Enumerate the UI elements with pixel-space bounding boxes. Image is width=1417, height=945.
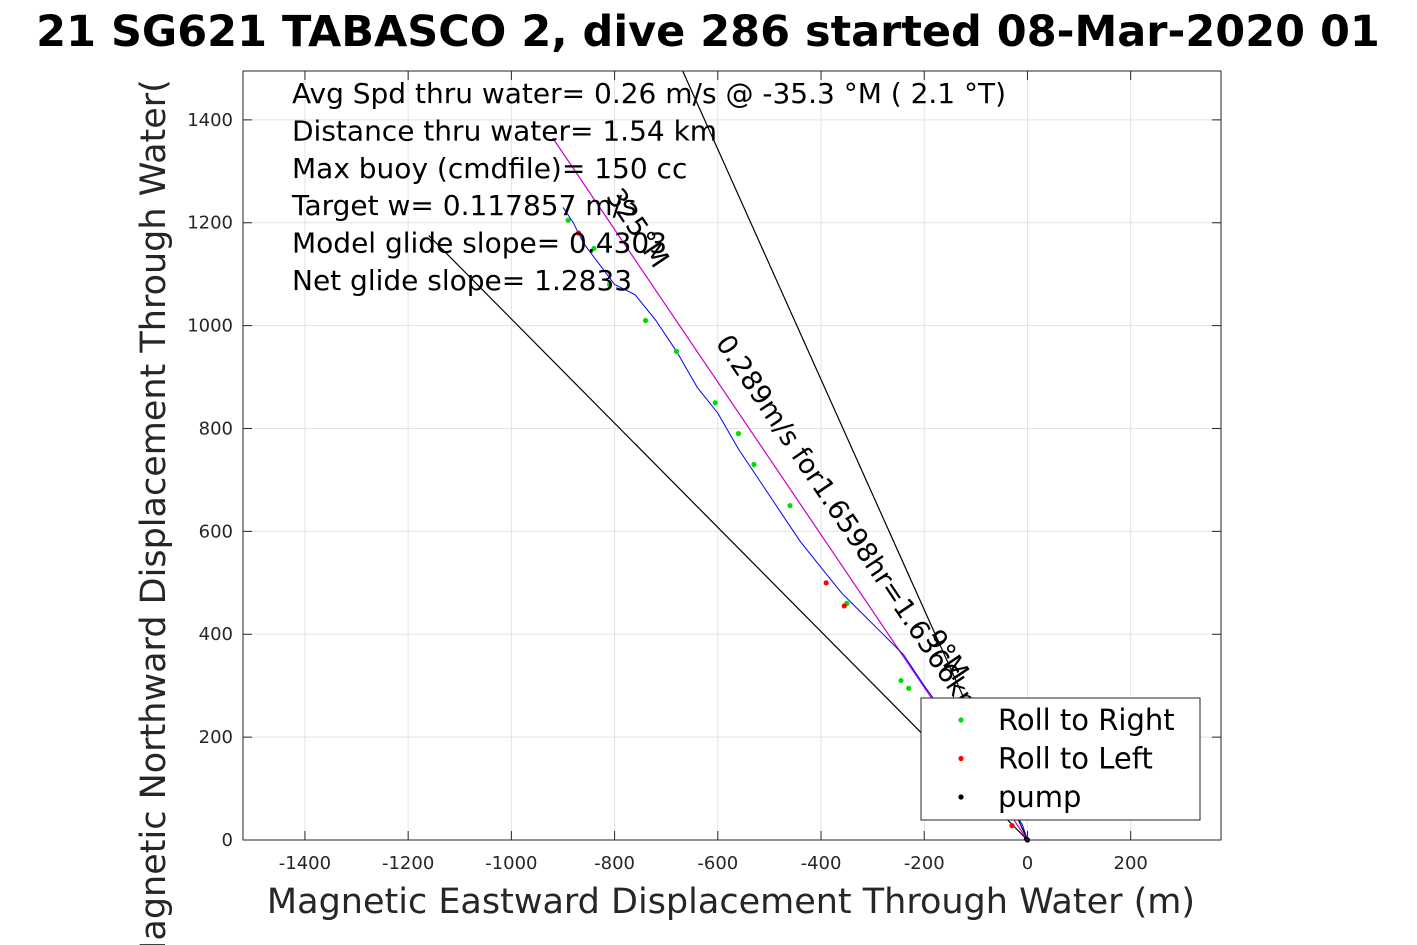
y-tick-label: 200 xyxy=(199,727,233,748)
plot-frame xyxy=(242,70,1222,841)
point-roll-to-right xyxy=(751,461,757,468)
y-axis-label: Magnetic Northward Displacement Through … xyxy=(134,79,174,945)
y-tick-label: 0 xyxy=(222,830,233,851)
y-tick-label: 800 xyxy=(199,418,233,439)
axis-ticks: -1400 -1200 -1000 -800 -600 -400 -200 0 200 0 200 4… xyxy=(187,71,1221,874)
point-pump xyxy=(1023,836,1030,842)
annotation-line: Distance thru water= 1.54 km xyxy=(292,114,717,147)
point-roll-to-left xyxy=(1009,822,1015,829)
legend-label: Roll to Right xyxy=(998,703,1175,737)
chart-title: 21 SG621 TABASCO 2, dive 286 started 08-… xyxy=(36,7,1380,57)
point-roll-to-left xyxy=(823,580,829,586)
point-roll-to-right xyxy=(606,281,613,288)
point-roll-to-right xyxy=(712,400,718,406)
annotation-line: Target w= 0.117857 m/s xyxy=(291,189,637,222)
x-tick-label: -800 xyxy=(594,853,635,874)
point-roll-to-right xyxy=(898,677,904,684)
y-tick-label: 1200 xyxy=(187,213,233,234)
point-roll-to-left xyxy=(841,603,847,609)
point-roll-to-right xyxy=(565,217,571,223)
data-points xyxy=(565,217,1031,843)
annotation-line: Max buoy (cmdfile)= 150 cc xyxy=(292,152,687,185)
y-tick-label: 600 xyxy=(199,521,233,542)
x-tick-label: 0 xyxy=(1022,853,1033,874)
point-roll-to-right xyxy=(673,348,680,354)
legend-marker xyxy=(958,717,964,723)
y-tick-label: 1000 xyxy=(187,316,233,337)
x-axis-label: Magnetic Eastward Displacement Through W… xyxy=(267,882,1195,922)
legend-label: Roll to Left xyxy=(998,742,1153,776)
x-tick-label: -1000 xyxy=(485,853,537,874)
x-tick-label: -600 xyxy=(697,853,738,874)
x-tick-label: 200 xyxy=(1114,853,1148,874)
point-roll-to-right xyxy=(591,245,597,252)
x-tick-label: -400 xyxy=(801,853,842,874)
legend-label: pump xyxy=(998,780,1081,814)
annotation-line: Net glide slope= 1.2833 xyxy=(292,264,632,297)
annotation-line: Avg Spd thru water= 0.26 m/s @ -35.3 °M … xyxy=(292,77,1006,110)
point-roll-to-right xyxy=(787,503,793,509)
legend-marker xyxy=(958,755,964,762)
y-tick-label: 400 xyxy=(199,624,233,645)
x-tick-label: -200 xyxy=(904,853,945,874)
point-roll-to-left xyxy=(575,230,582,236)
legend-marker xyxy=(958,794,964,800)
point-roll-to-right xyxy=(735,431,742,437)
legend-box xyxy=(920,697,1201,821)
x-tick-label: -1200 xyxy=(382,853,434,874)
point-roll-to-right xyxy=(906,685,912,691)
y-tick-label: 1400 xyxy=(187,110,233,131)
point-roll-to-right xyxy=(642,317,649,324)
annotation-line: Model glide slope= 0.4303 xyxy=(292,227,667,260)
legend: Roll to Right Roll to Left pump xyxy=(920,697,1201,821)
annotations: Avg Spd thru water= 0.26 m/s @ -35.3 °M … xyxy=(291,77,1006,297)
x-tick-label: -1400 xyxy=(279,853,331,874)
